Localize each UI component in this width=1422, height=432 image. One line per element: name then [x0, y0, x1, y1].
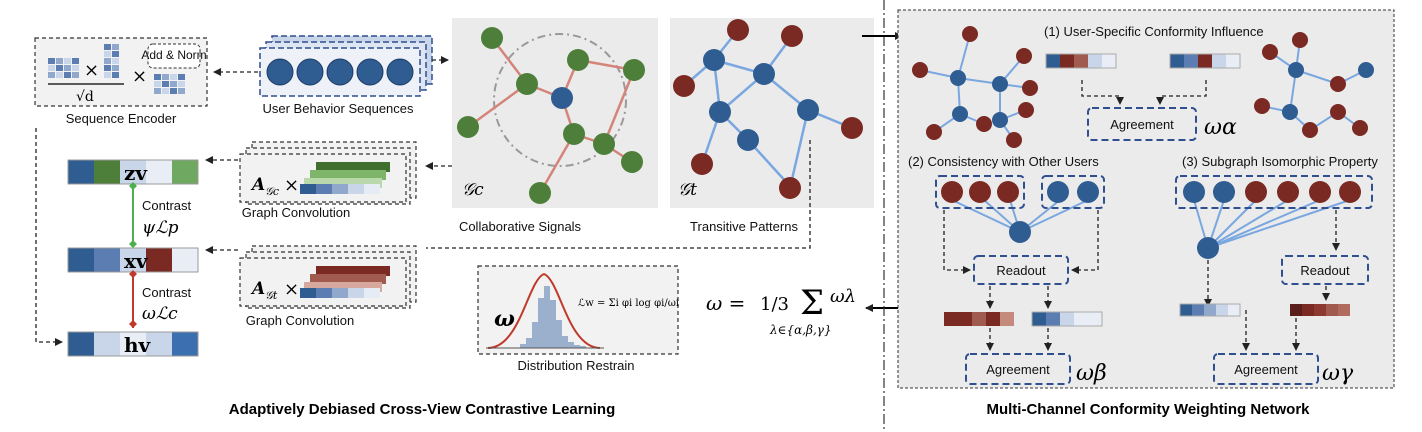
sequence-encoder-label: Sequence Encoder [66, 111, 177, 126]
key-matrix-icon [104, 44, 119, 78]
arrow-c2-left [943, 210, 971, 274]
graph-conv-bottom: A 𝒢t × [239, 245, 417, 309]
channel2-readout: Readout [996, 263, 1046, 278]
omega-formula: ω = 1/3 Σ λ∈{α,β,γ} ωλ [706, 283, 856, 337]
channel3-agreement: Agreement [1234, 362, 1298, 377]
formula-lhs: ω = [706, 291, 745, 315]
gc-symbol: 𝒢c [462, 180, 484, 200]
h-v-symbol: hv [124, 333, 152, 357]
times-symbol-2: × [132, 66, 147, 87]
kl-formula: ℒw = Σi φi log φi/ωi [578, 298, 679, 309]
value-matrix-icon [154, 74, 185, 94]
arrow-transitive-to-gc [426, 140, 811, 249]
transitive-label: Transitive Patterns [690, 219, 798, 234]
omega-beta: ωβ [1076, 361, 1107, 386]
formula-frac: 1/3 [760, 294, 789, 315]
omega-alpha: ωα [1204, 115, 1237, 140]
gc-feature-stack-top [300, 162, 390, 194]
psi-lp: ψℒp [142, 218, 179, 238]
z-v-symbol: zv [124, 161, 148, 185]
omega-symbol: ω [494, 306, 515, 332]
contrast-bottom-label: Contrast [142, 285, 192, 300]
channel1-vec-right [1169, 53, 1241, 69]
arrow-c1-right [1156, 80, 1207, 105]
gc-feature-stack-bottom [300, 266, 390, 298]
distribution-label: Distribution Restrain [517, 358, 634, 373]
transitive-graph-panel: 𝒢t [670, 18, 874, 208]
adj-a-bottom: A [250, 279, 265, 299]
channel2-vec-right [1031, 311, 1103, 327]
channel3-vec-right [1290, 304, 1350, 316]
x-v-symbol: xv [124, 249, 149, 273]
adj-sub-top: 𝒢c [265, 185, 279, 198]
channel1-label: (1) User-Specific Conformity Influence [1044, 24, 1264, 39]
gt-symbol: 𝒢t [678, 180, 697, 200]
channel1-vec-left [1045, 53, 1117, 69]
times-top: × [284, 175, 299, 196]
channel2-graph [935, 175, 1105, 243]
channel3-label: (3) Subgraph Isomorphic Property [1182, 154, 1378, 169]
arrow-c2-right [1071, 210, 1099, 274]
channel1-agreement-box [1087, 107, 1197, 141]
arrow-c1-left [1081, 80, 1124, 105]
collaborative-graph-panel: 𝒢c [452, 18, 658, 208]
graph-conv-top-label: Graph Convolution [242, 205, 350, 220]
collaborative-label: Collaborative Signals [459, 219, 582, 234]
x-embedding-bar [67, 247, 199, 273]
query-matrix-icon [48, 58, 79, 78]
times-symbol-1: × [84, 60, 99, 81]
omega-lc: ωℒc [142, 304, 178, 324]
channel3-agreement-box [1213, 353, 1319, 385]
channel3-vec-left [1179, 303, 1241, 317]
graph-conv-top: A 𝒢c × [239, 141, 417, 205]
omega-gamma: ωγ [1322, 361, 1354, 386]
user-behavior-sequences [259, 35, 433, 97]
channel2-readout-box [973, 255, 1069, 285]
channel1-left-graph [912, 26, 1038, 148]
arrow-encoder-to-h [35, 128, 63, 346]
times-bottom: × [284, 279, 299, 300]
channel2-label: (2) Consistency with Other Users [908, 154, 1099, 169]
channel1-right-graph [1254, 32, 1374, 138]
user-behavior-label: User Behavior Sequences [262, 101, 414, 116]
channel3-graph [1175, 175, 1373, 259]
adj-a-top: A [250, 175, 265, 195]
sequence-encoder-box: × √d × Add & Norm [34, 37, 208, 107]
channel2-agreement: Agreement [986, 362, 1050, 377]
channel2-vec-left [944, 312, 1014, 326]
z-embedding-bar [67, 159, 199, 185]
adj-sub-bottom: 𝒢t [265, 289, 278, 302]
left-title: Adaptively Debiased Cross-View Contrasti… [229, 401, 616, 418]
channel3-readout-box [1281, 255, 1369, 285]
formula-sum: Σ [800, 283, 824, 323]
add-norm-label: Add & Norm [141, 48, 206, 62]
distribution-restrain-box: ω ℒw = Σi φi log φi/ωi [477, 265, 679, 355]
channel1-agreement: Agreement [1110, 117, 1174, 132]
h-embedding-bar [67, 331, 199, 357]
contrast-top-label: Contrast [142, 198, 192, 213]
channel2-agreement-box [965, 353, 1071, 385]
right-title: Multi-Channel Conformity Weighting Netwo… [986, 401, 1310, 418]
formula-sub: λ∈{α,β,γ} [769, 323, 832, 337]
sqrt-d: √d [76, 89, 94, 105]
graph-conv-bottom-label: Graph Convolution [246, 313, 354, 328]
channel3-readout: Readout [1300, 263, 1350, 278]
formula-term: ωλ [830, 286, 856, 307]
